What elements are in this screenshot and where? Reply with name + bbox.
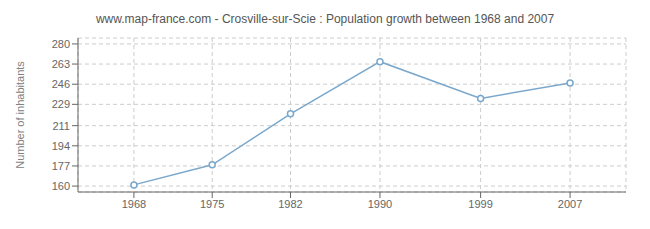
svg-text:194: 194 — [52, 140, 70, 152]
svg-text:1999: 1999 — [468, 198, 492, 210]
svg-text:280: 280 — [52, 38, 70, 50]
svg-text:263: 263 — [52, 58, 70, 70]
svg-text:Number of inhabitants: Number of inhabitants — [14, 61, 26, 169]
svg-text:177: 177 — [52, 160, 70, 172]
svg-text:1968: 1968 — [122, 198, 146, 210]
svg-text:1975: 1975 — [200, 198, 224, 210]
svg-text:229: 229 — [52, 98, 70, 110]
svg-text:160: 160 — [52, 180, 70, 192]
html-text:www.map-france.com - Crosville: www.map-france.com - Crosville-sur-Scie … — [95, 12, 555, 26]
svg-text:246: 246 — [52, 78, 70, 90]
svg-text:211: 211 — [52, 120, 70, 132]
svg-text:1982: 1982 — [278, 198, 302, 210]
svg-text:1990: 1990 — [368, 198, 392, 210]
svg-text:2007: 2007 — [558, 198, 582, 210]
